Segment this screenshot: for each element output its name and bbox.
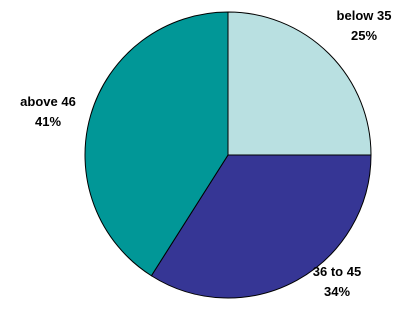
pie-slice-36-to-45 — [150, 154, 372, 299]
pie-slices — [84, 11, 372, 299]
pie-slice-above-46 — [84, 11, 229, 277]
slice-label-below-35: below 35 — [337, 8, 392, 23]
slice-percent-below-35: 25% — [351, 28, 377, 43]
pie-slice-below-35 — [227, 11, 372, 156]
slice-label-36-to-45: 36 to 45 — [313, 264, 361, 279]
slice-percent-36-to-45: 34% — [324, 284, 350, 299]
slice-label-above-46: above 46 — [20, 94, 76, 109]
slice-percent-above-46: 41% — [35, 114, 61, 129]
